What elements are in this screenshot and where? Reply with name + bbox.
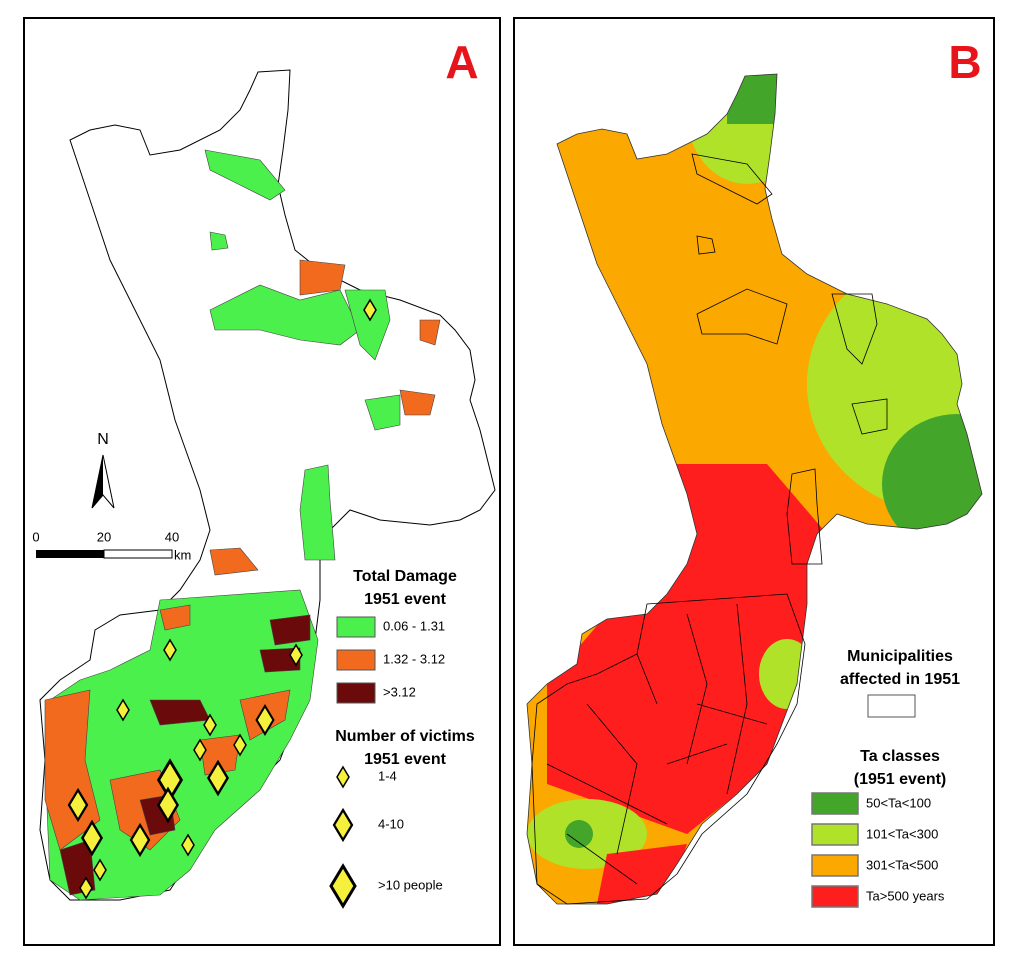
legend-title: Municipalities <box>847 648 953 665</box>
legend-title: Number of victims <box>335 728 475 745</box>
legend-title: affected in 1951 <box>840 671 960 688</box>
legend-label: Ta>500 years <box>866 888 945 903</box>
legend-label: 301<Ta<500 <box>866 857 938 872</box>
legend-label: 1-4 <box>378 768 397 783</box>
legend-label: >3.12 <box>383 684 416 699</box>
legend-title: Total Damage <box>353 568 457 585</box>
legend-title: 1951 event <box>364 751 447 768</box>
legend-swatch <box>811 792 859 815</box>
legend-title: Ta classes <box>860 748 940 765</box>
legend-label: 1.32 - 3.12 <box>383 651 445 666</box>
scale-tick-label: 0 <box>32 529 39 544</box>
legend-swatch <box>336 616 376 638</box>
scale-unit: km <box>174 547 191 562</box>
legend-label: 4-10 <box>378 816 404 831</box>
legend-swatch <box>336 682 376 704</box>
legend-swatch <box>811 854 859 877</box>
scale-bar <box>36 550 104 558</box>
legend-label: 101<Ta<300 <box>866 826 938 841</box>
north-arrow-half <box>92 455 103 508</box>
legend-label: >10 people <box>378 877 443 892</box>
damage-areas <box>44 149 441 901</box>
panel-label: A <box>445 36 478 88</box>
scale-tick-label: 20 <box>97 529 111 544</box>
legend-title: (1951 event) <box>854 771 947 788</box>
legend-swatch <box>811 885 859 908</box>
legend-label: 0.06 - 1.31 <box>383 618 445 633</box>
scale-bar <box>103 549 173 559</box>
legend-label: 50<Ta<100 <box>866 795 931 810</box>
legend-swatch <box>336 649 376 671</box>
panel-label: B <box>948 36 981 88</box>
legend-swatch <box>867 694 916 718</box>
scale-tick-label: 40 <box>165 529 179 544</box>
legend-title: 1951 event <box>364 591 447 608</box>
legend-swatch <box>811 823 859 846</box>
north-label: N <box>97 431 109 448</box>
